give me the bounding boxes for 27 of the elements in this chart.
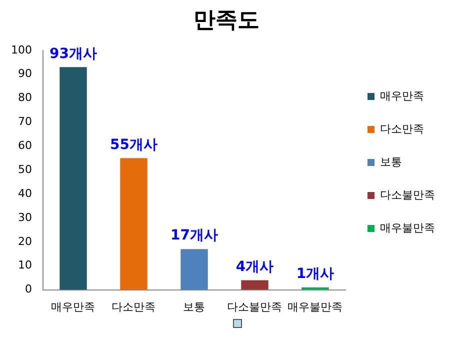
y-tick-label: 10 — [18, 258, 32, 272]
y-tick-label: 40 — [18, 186, 32, 200]
y-tick-label: 20 — [18, 234, 32, 248]
data-label: 93개사 — [50, 46, 97, 62]
y-tick-label: 100 — [10, 43, 32, 56]
data-label: 17개사 — [170, 228, 218, 244]
legend-label: 다소불만족 — [380, 188, 435, 202]
legend-label: 매우불만족 — [380, 221, 435, 234]
y-tick-label: 70 — [18, 115, 32, 128]
y-tick-label: 90 — [18, 67, 32, 80]
data-label: 55개사 — [110, 136, 158, 153]
x-tick-label: 보통 — [183, 300, 206, 314]
x-tick-label: 다소불만족 — [227, 300, 282, 314]
chart-title: 만족도 — [194, 8, 260, 33]
x-tick-label: 매우만족 — [51, 300, 96, 314]
y-tick-label: 60 — [18, 139, 32, 152]
legend-label: 매우만족 — [380, 89, 424, 102]
x-tick-label: 매우불만족 — [288, 300, 343, 314]
y-tick-label: 80 — [18, 91, 32, 104]
legend-label: 보통 — [380, 155, 402, 168]
data-label: 4개사 — [236, 258, 274, 275]
y-tick-label: 0 — [24, 282, 32, 296]
legend-label: 다소만족 — [380, 122, 424, 136]
x-tick-label: 다소만족 — [112, 300, 156, 314]
data-label: 1개사 — [296, 266, 334, 282]
y-tick-label: 50 — [18, 162, 32, 176]
y-tick-label: 30 — [18, 210, 32, 224]
